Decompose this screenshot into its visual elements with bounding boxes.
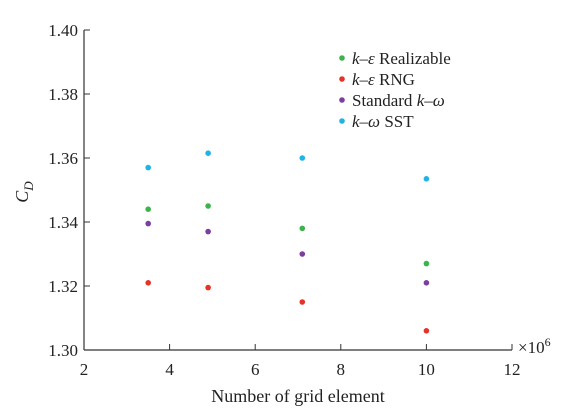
y-axis-title: CD	[12, 181, 36, 203]
y-tick-label: 1.30	[48, 341, 78, 360]
y-tick-label: 1.32	[48, 277, 78, 296]
data-point-series-1	[423, 260, 430, 267]
data-point-series-3	[145, 220, 151, 227]
legend-label: k–ε Realizable	[352, 49, 451, 68]
axes	[83, 30, 512, 351]
data-point-series-2	[423, 328, 430, 334]
data-point-series-3	[205, 228, 211, 235]
legend-label: k–ε RNG	[352, 70, 415, 89]
legend-marker	[339, 97, 345, 103]
legend-text-segment: k–ω	[412, 91, 444, 110]
y-tick-label: 1.40	[48, 21, 78, 40]
legend-label: k–ω SST	[352, 112, 414, 131]
x-axis-multiplier: ×106	[518, 335, 551, 357]
legend-marker	[339, 55, 345, 61]
legend-text-segment: RNG	[375, 70, 415, 89]
legend-text-segment: k–ε	[352, 70, 375, 89]
data-point-series-2	[145, 280, 151, 286]
y-axis-title-sub: D	[21, 181, 36, 192]
data-point-series-2	[205, 284, 211, 291]
x-axis-title: Number of grid element	[211, 386, 384, 406]
data-point-series-4	[145, 164, 151, 171]
x-tick-label: 8	[337, 360, 346, 379]
x-tick-label: 10	[418, 360, 435, 379]
data-point-series-1	[205, 203, 211, 209]
data-point-series-4	[423, 176, 430, 182]
data-point-series-3	[423, 280, 430, 286]
legend-text-segment: k–ω	[352, 112, 380, 131]
legend-marker	[339, 76, 345, 82]
data-point-series-4	[205, 150, 211, 156]
legend-text-segment: k–ε	[352, 49, 375, 68]
data-point-series-1	[145, 206, 151, 212]
x-axis-multiplier-base: ×10	[518, 338, 545, 357]
data-point-series-1	[299, 225, 306, 232]
legend-marker	[339, 118, 345, 124]
x-tick-label: 4	[165, 360, 174, 379]
y-tick-label: 1.34	[48, 213, 78, 232]
ticks: 2 4 6 8 10 12 1.30 1.32 1.34 1.36 1.38 1.40	[48, 21, 520, 379]
y-tick-label: 1.38	[48, 85, 78, 104]
data-point-series-2	[299, 299, 306, 305]
data-point-series-4	[299, 155, 306, 161]
data-point-series-3	[299, 251, 306, 257]
data-points	[145, 150, 430, 334]
x-axis-multiplier-exponent: 6	[545, 335, 551, 349]
y-axis-title-main: C	[12, 190, 32, 203]
legend-label: Standard k–ω	[352, 91, 445, 110]
legend-text-segment: Realizable	[375, 49, 451, 68]
x-tick-label: 6	[251, 360, 260, 379]
legend-text-segment: SST	[380, 112, 414, 131]
y-tick-label: 1.36	[48, 149, 78, 168]
x-tick-label: 12	[504, 360, 521, 379]
legend-text-segment: Standard	[352, 91, 413, 110]
x-tick-label: 2	[80, 360, 89, 379]
